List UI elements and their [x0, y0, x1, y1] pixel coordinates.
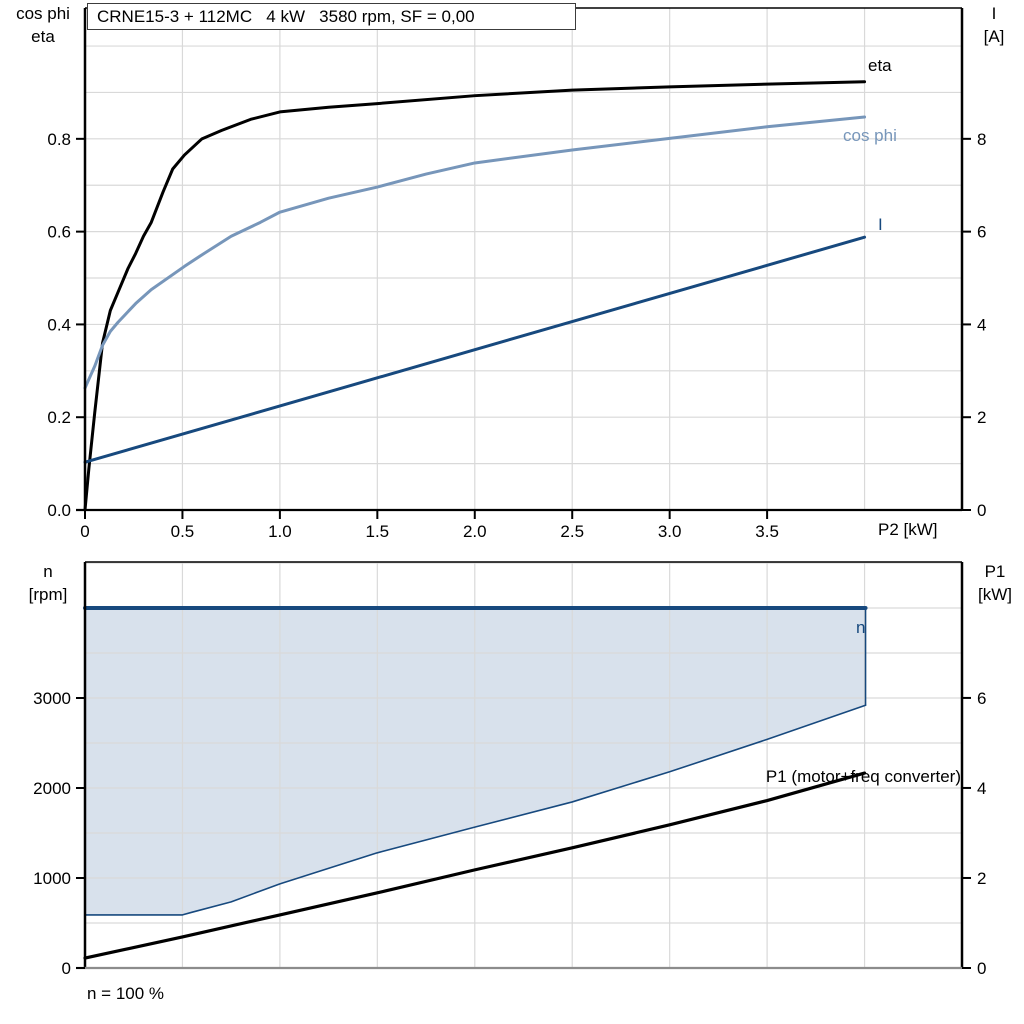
tick-label-left: 1000: [33, 869, 71, 888]
x-axis-label: P2 [kW]: [878, 520, 938, 539]
bottom-right-axis-title-line1: P1: [984, 562, 1006, 581]
tick-label-left: 0.0: [47, 501, 71, 520]
tick-label-right: 2: [977, 408, 986, 427]
bottom-right-axis-title-line2: [kW]: [978, 585, 1012, 604]
tick-label-right: 2: [977, 869, 986, 888]
tick-label-right: 0: [977, 959, 986, 978]
bottom-left-axis-title-line1: n: [43, 562, 53, 581]
tick-label-x: 3.5: [755, 522, 779, 541]
tick-label-x: 0: [80, 522, 89, 541]
tick-label-left: 0: [62, 959, 71, 978]
speed-footnote: n = 100 %: [87, 984, 165, 1003]
curve-label-eta: eta: [868, 56, 892, 75]
tick-label-right: 8: [977, 130, 986, 149]
tick-label-left: 0.6: [47, 223, 71, 242]
tick-label-x: 2.0: [463, 522, 487, 541]
tick-label-right: 6: [977, 689, 986, 708]
tick-label-x: 3.0: [658, 522, 682, 541]
series-eta: [83, 80, 867, 512]
top-left-axis-title-line2: eta: [31, 27, 55, 46]
tick-label-x: 1.5: [366, 522, 390, 541]
curve-label-p1-motor-freq-converter-: P1 (motor+freq converter): [766, 767, 961, 786]
tick-label-left: 3000: [33, 689, 71, 708]
tick-label-right: 0: [977, 501, 986, 520]
top-left-axis-title-line1: cos phi: [16, 4, 70, 23]
tick-label-x: 0.5: [171, 522, 195, 541]
tick-label-x: 2.5: [560, 522, 584, 541]
curve-label-i: I: [878, 215, 883, 234]
top-right-axis-title-line1: I: [991, 4, 997, 23]
curve-label-n: n: [856, 618, 865, 637]
tick-label-left: 0.4: [47, 315, 71, 334]
tick-label-x: 1.0: [268, 522, 292, 541]
series-cos-phi: [83, 115, 867, 390]
series-p1-motor-freq-converter-: [83, 771, 867, 960]
top-right-axis-title-line2: [A]: [983, 27, 1005, 46]
tick-label-left: 0.2: [47, 408, 71, 427]
tick-label-right: 4: [977, 315, 986, 334]
tick-label-left: 2000: [33, 779, 71, 798]
bottom-left-axis-title-line2: [rpm]: [28, 585, 68, 604]
tick-label-right: 6: [977, 223, 986, 242]
tick-label-left: 0.8: [47, 130, 71, 149]
chart-title-box: CRNE15-3 + 112MC 4 kW 3580 rpm, SF = 0,0…: [87, 3, 576, 30]
series-i: [83, 235, 867, 464]
curve-label-cos-phi: cos phi: [843, 126, 897, 145]
series-n-min-envelope: [84, 704, 867, 916]
tick-label-right: 4: [977, 779, 986, 798]
